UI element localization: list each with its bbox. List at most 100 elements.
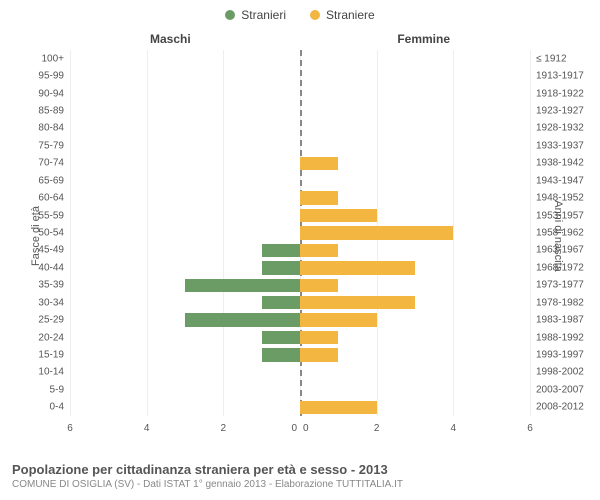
x-tick: 4 bbox=[144, 423, 150, 434]
age-label: 20-24 bbox=[38, 332, 64, 343]
legend-male-label: Stranieri bbox=[241, 8, 286, 22]
chart-title: Popolazione per cittadinanza straniera p… bbox=[12, 462, 588, 477]
bar-female bbox=[300, 279, 338, 292]
bar-male bbox=[185, 313, 300, 326]
age-label: 25-29 bbox=[38, 315, 64, 326]
chart-row: 100+≤ 1912 bbox=[70, 50, 530, 67]
age-label: 75-79 bbox=[38, 140, 64, 151]
chart-row: 0-42008-2012 bbox=[70, 399, 530, 416]
bar-female bbox=[300, 157, 338, 170]
x-tick: 0 bbox=[303, 423, 309, 434]
age-label: 0-4 bbox=[50, 402, 64, 413]
legend-female-label: Straniere bbox=[326, 8, 375, 22]
pyramid-chart: Maschi Femmine Fasce di età Anni di nasc… bbox=[0, 26, 600, 446]
age-label: 30-34 bbox=[38, 297, 64, 308]
age-label: 55-59 bbox=[38, 210, 64, 221]
birth-label: 1968-1972 bbox=[536, 262, 584, 273]
x-tick: 6 bbox=[527, 423, 533, 434]
birth-label: 1923-1927 bbox=[536, 105, 584, 116]
birth-label: 1918-1922 bbox=[536, 88, 584, 99]
bar-male bbox=[262, 348, 300, 361]
chart-row: 30-341978-1982 bbox=[70, 294, 530, 311]
bar-male bbox=[262, 331, 300, 344]
age-label: 15-19 bbox=[38, 349, 64, 360]
age-label: 85-89 bbox=[38, 105, 64, 116]
bar-male bbox=[262, 261, 300, 274]
birth-label: 1958-1962 bbox=[536, 227, 584, 238]
col-title-right: Femmine bbox=[397, 32, 450, 46]
age-label: 50-54 bbox=[38, 227, 64, 238]
birth-label: ≤ 1912 bbox=[536, 53, 567, 64]
bar-female bbox=[300, 296, 415, 309]
birth-label: 1983-1987 bbox=[536, 315, 584, 326]
age-label: 80-84 bbox=[38, 123, 64, 134]
chart-row: 20-241988-1992 bbox=[70, 329, 530, 346]
bar-male bbox=[262, 296, 300, 309]
bar-female bbox=[300, 261, 415, 274]
x-tick: 2 bbox=[221, 423, 227, 434]
chart-row: 25-291983-1987 bbox=[70, 311, 530, 328]
birth-label: 1963-1967 bbox=[536, 245, 584, 256]
age-label: 70-74 bbox=[38, 158, 64, 169]
age-label: 65-69 bbox=[38, 175, 64, 186]
col-title-left: Maschi bbox=[150, 32, 191, 46]
chart-footer: Popolazione per cittadinanza straniera p… bbox=[12, 462, 588, 490]
birth-label: 1973-1977 bbox=[536, 280, 584, 291]
chart-row: 5-92003-2007 bbox=[70, 381, 530, 398]
chart-row: 60-641948-1952 bbox=[70, 189, 530, 206]
chart-row: 45-491963-1967 bbox=[70, 242, 530, 259]
birth-label: 1928-1932 bbox=[536, 123, 584, 134]
age-label: 45-49 bbox=[38, 245, 64, 256]
bar-female bbox=[300, 209, 377, 222]
birth-label: 1988-1992 bbox=[536, 332, 584, 343]
chart-row: 10-141998-2002 bbox=[70, 364, 530, 381]
chart-subtitle: COMUNE DI OSIGLIA (SV) - Dati ISTAT 1° g… bbox=[12, 479, 588, 490]
birth-label: 1953-1957 bbox=[536, 210, 584, 221]
age-label: 60-64 bbox=[38, 193, 64, 204]
age-label: 5-9 bbox=[50, 384, 64, 395]
birth-label: 1938-1942 bbox=[536, 158, 584, 169]
chart-row: 15-191993-1997 bbox=[70, 346, 530, 363]
plot-area: 100+≤ 191295-991913-191790-941918-192285… bbox=[70, 50, 530, 416]
birth-label: 1913-1917 bbox=[536, 71, 584, 82]
bar-female bbox=[300, 226, 453, 239]
birth-label: 1943-1947 bbox=[536, 175, 584, 186]
chart-row: 50-541958-1962 bbox=[70, 224, 530, 241]
bar-female bbox=[300, 348, 338, 361]
age-label: 95-99 bbox=[38, 71, 64, 82]
chart-row: 65-691943-1947 bbox=[70, 172, 530, 189]
age-label: 10-14 bbox=[38, 367, 64, 378]
chart-row: 90-941918-1922 bbox=[70, 85, 530, 102]
birth-label: 2003-2007 bbox=[536, 384, 584, 395]
birth-label: 1978-1982 bbox=[536, 297, 584, 308]
x-tick: 2 bbox=[374, 423, 380, 434]
x-tick: 4 bbox=[451, 423, 457, 434]
bar-male bbox=[185, 279, 300, 292]
birth-label: 1993-1997 bbox=[536, 349, 584, 360]
chart-row: 85-891923-1927 bbox=[70, 102, 530, 119]
legend-male: Stranieri bbox=[225, 8, 286, 22]
bar-male bbox=[262, 244, 300, 257]
age-label: 35-39 bbox=[38, 280, 64, 291]
bar-female bbox=[300, 331, 338, 344]
x-tick: 6 bbox=[67, 423, 73, 434]
swatch-male bbox=[225, 10, 235, 20]
legend: Stranieri Straniere bbox=[0, 0, 600, 26]
chart-row: 40-441968-1972 bbox=[70, 259, 530, 276]
legend-female: Straniere bbox=[310, 8, 375, 22]
bar-female bbox=[300, 401, 377, 414]
bar-female bbox=[300, 244, 338, 257]
bar-female bbox=[300, 191, 338, 204]
birth-label: 1948-1952 bbox=[536, 193, 584, 204]
age-label: 90-94 bbox=[38, 88, 64, 99]
age-label: 40-44 bbox=[38, 262, 64, 273]
chart-row: 35-391973-1977 bbox=[70, 277, 530, 294]
birth-label: 1998-2002 bbox=[536, 367, 584, 378]
chart-row: 70-741938-1942 bbox=[70, 155, 530, 172]
x-tick: 0 bbox=[291, 423, 297, 434]
bar-female bbox=[300, 313, 377, 326]
chart-row: 55-591953-1957 bbox=[70, 207, 530, 224]
swatch-female bbox=[310, 10, 320, 20]
chart-row: 75-791933-1937 bbox=[70, 137, 530, 154]
age-label: 100+ bbox=[41, 53, 64, 64]
